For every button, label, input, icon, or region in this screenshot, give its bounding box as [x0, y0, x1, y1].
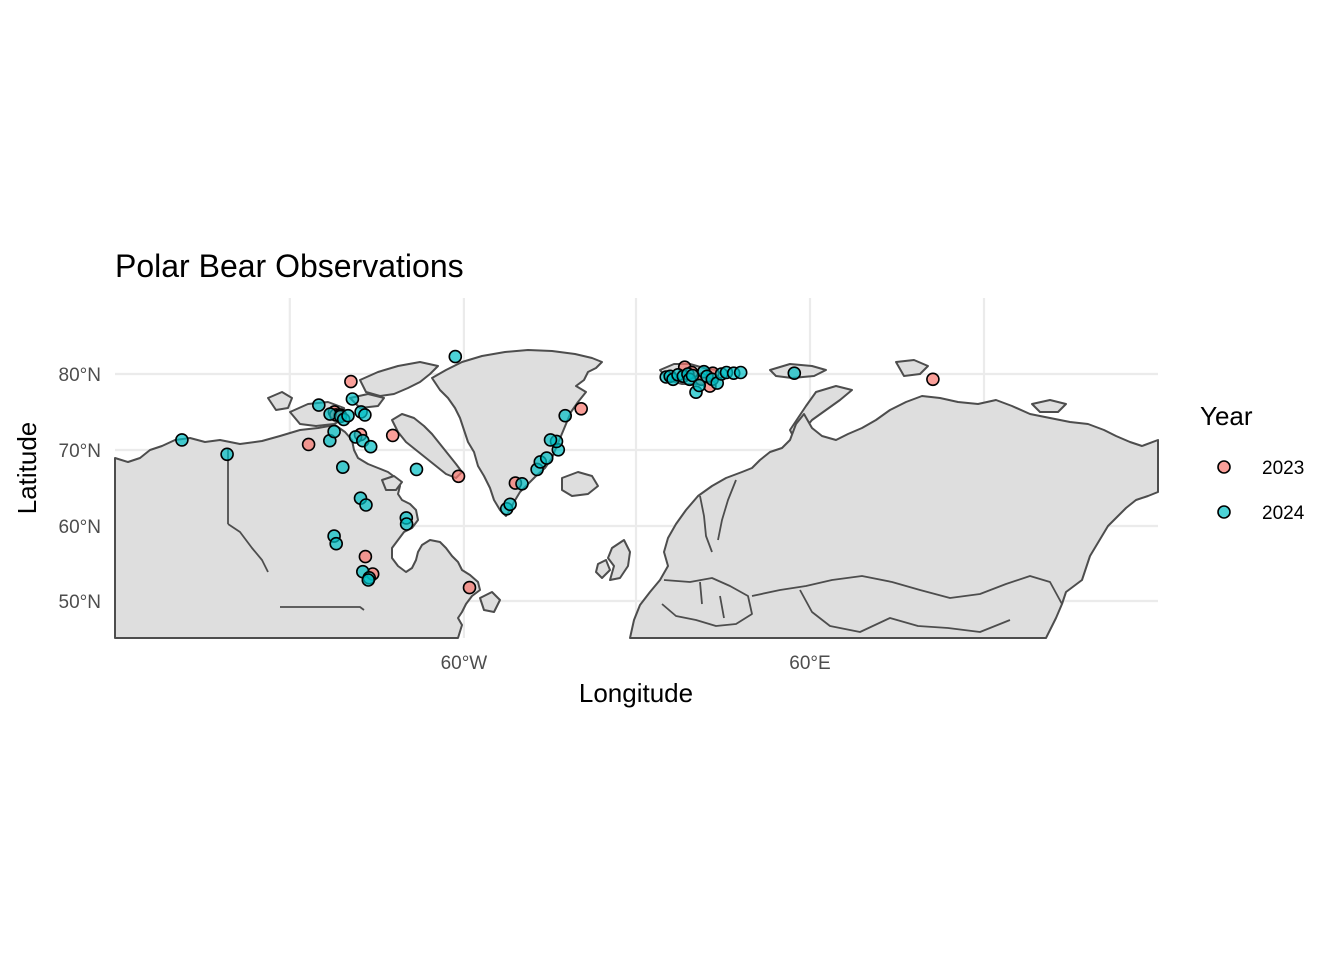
observation-point-2023 [462, 580, 477, 595]
observation-point-2024 [335, 460, 350, 475]
observation-point-2024 [787, 366, 802, 381]
great-britain [607, 539, 631, 581]
observation-point-2024 [220, 447, 234, 462]
y-tick-label: 50°N [59, 592, 101, 613]
banks-island [267, 391, 293, 411]
observation-point-2024 [345, 392, 360, 406]
central-asia-borders [799, 589, 1011, 633]
observation-point-2024 [361, 573, 376, 587]
y-axis-title: Latitude [12, 422, 42, 515]
y-tick-label: 80°N [59, 365, 101, 386]
observation-point-2024 [539, 451, 554, 465]
observation-point-2024 [558, 408, 573, 423]
alaska-panhandle [227, 523, 269, 573]
iceland [561, 471, 599, 497]
legend-label-2023: 2023 [1262, 458, 1304, 479]
observation-point-2024 [341, 408, 355, 423]
x-axis-title: Longitude [579, 678, 693, 708]
observation-point-2024 [692, 378, 707, 393]
observation-point-2024 [515, 476, 529, 491]
legend-title: Year [1200, 401, 1253, 431]
scandinavia-borders [699, 479, 737, 553]
legend-key-2024 [1217, 505, 1231, 519]
southampton-island [381, 475, 403, 491]
ellesmere-island [359, 361, 439, 397]
ireland [595, 559, 611, 579]
x-tick-label: 60°E [789, 653, 830, 674]
observation-point-2023 [344, 374, 358, 389]
severnaya-zemlya [895, 359, 929, 377]
observation-point-2023 [358, 549, 373, 564]
observation-point-2024 [359, 498, 373, 512]
basemap [114, 349, 1159, 639]
legend: Year 2023 2024 [1200, 401, 1305, 524]
observation-point-2023 [574, 401, 589, 416]
europe-borders [661, 577, 753, 627]
observation-point-2024 [733, 365, 748, 380]
observation-point-2024 [399, 517, 414, 531]
legend-key-2023 [1217, 460, 1231, 474]
newfoundland [479, 591, 501, 613]
us-canada-border-49th [280, 606, 365, 611]
legend-label-2024: 2024 [1262, 503, 1305, 524]
observation-point-2023 [385, 428, 400, 443]
observation-point-2024 [448, 349, 463, 364]
observation-point-2023 [301, 437, 316, 452]
y-tick-label: 60°N [59, 517, 101, 538]
observation-point-2023 [926, 372, 940, 387]
baffin-island [391, 413, 463, 479]
observation-points [175, 349, 940, 595]
new-siberian-islands [1031, 399, 1067, 413]
observation-point-2024 [358, 408, 372, 422]
observation-point-2024 [175, 433, 189, 447]
y-tick-label: 70°N [59, 441, 101, 462]
x-tick-label: 60°W [441, 653, 488, 674]
observation-point-2024 [329, 536, 344, 551]
chart-title: Polar Bear Observations [115, 248, 464, 284]
observation-point-2024 [363, 439, 378, 454]
observation-point-2024 [409, 462, 424, 477]
observation-point-2024 [311, 398, 326, 412]
observation-point-2024 [327, 424, 341, 439]
observation-point-2024 [503, 497, 517, 512]
observation-point-2023 [451, 469, 466, 484]
observation-point-2024 [543, 433, 558, 447]
russia-southern-border [751, 575, 1063, 605]
